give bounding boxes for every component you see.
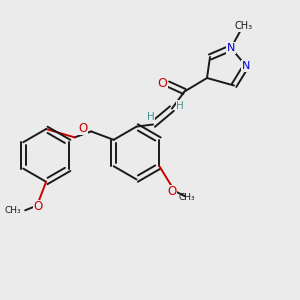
Text: CH₃: CH₃ <box>179 193 196 202</box>
Text: CH₃: CH₃ <box>5 206 22 215</box>
Text: O: O <box>78 122 88 135</box>
Text: N: N <box>242 61 250 71</box>
Text: O: O <box>33 200 42 213</box>
Text: CH₃: CH₃ <box>235 21 253 31</box>
Text: O: O <box>158 77 167 90</box>
Text: O: O <box>167 185 177 198</box>
Text: H: H <box>176 100 184 111</box>
Text: H: H <box>147 112 154 122</box>
Text: N: N <box>227 43 235 53</box>
